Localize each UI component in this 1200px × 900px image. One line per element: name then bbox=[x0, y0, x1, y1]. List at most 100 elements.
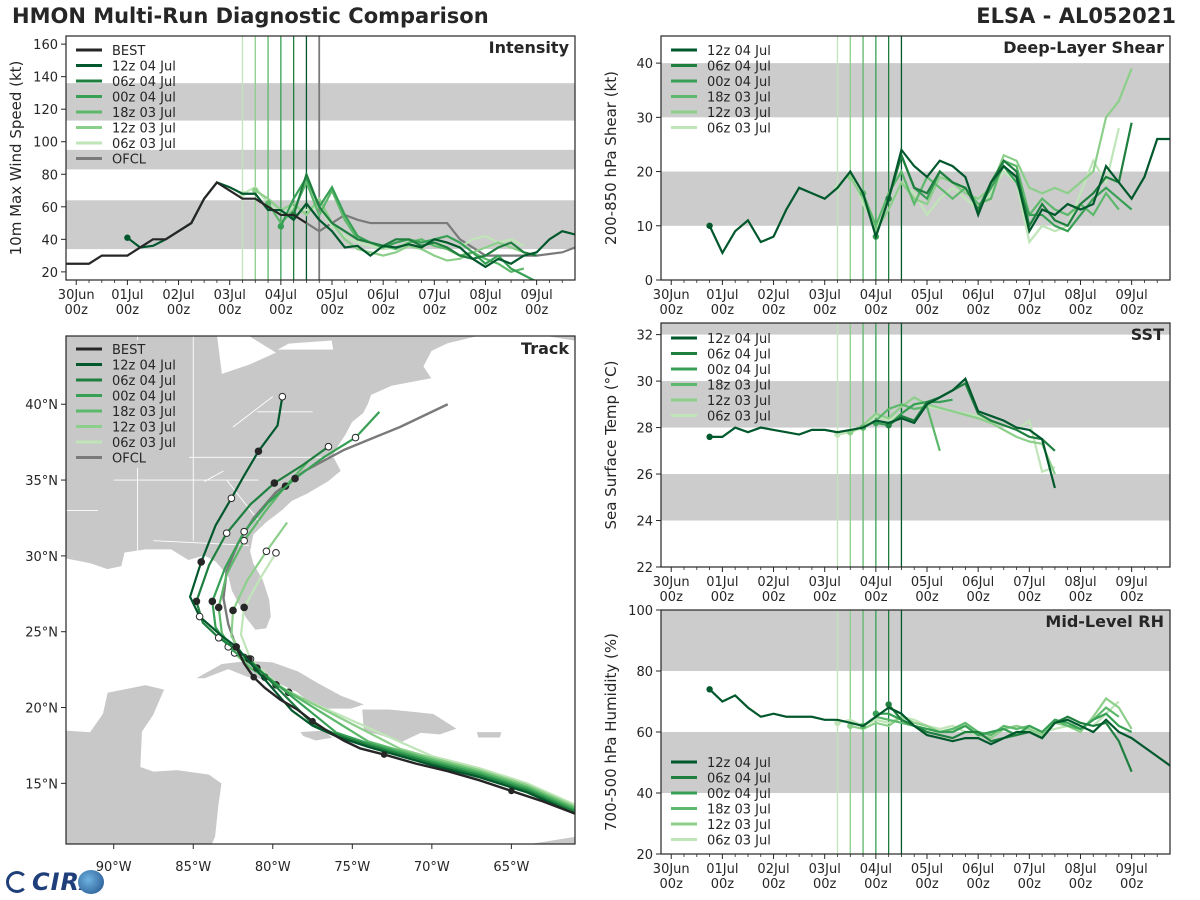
track-series-3-fix-6 bbox=[240, 536, 248, 545]
sst-band-2 bbox=[661, 323, 1170, 335]
track-legend-label-3: 00z 04 Jul bbox=[112, 390, 176, 405]
shear-xtick-date-5: 05Jul bbox=[911, 288, 943, 303]
rh-xtick-date-3: 03Jul bbox=[809, 862, 841, 877]
sst-ytick-label-1: 24 bbox=[636, 515, 653, 530]
rh-xtick-date-0: 30Jun bbox=[653, 862, 690, 877]
great-lake-1 bbox=[277, 340, 334, 350]
sst-xtick-date-1: 01Jul bbox=[706, 575, 738, 590]
sst-legend-label-2: 00z 04 Jul bbox=[707, 363, 771, 378]
sst-xtick-date-2: 02Jul bbox=[757, 575, 789, 590]
sst-legend-label-4: 12z 03 Jul bbox=[707, 394, 771, 409]
shear-legend-label-0: 12z 04 Jul bbox=[707, 44, 771, 59]
sst-xtick-hour-4: 00z bbox=[864, 590, 888, 605]
intensity-xtick-hour-4: 00z bbox=[269, 303, 293, 318]
sst-xtick-date-4: 04Jul bbox=[860, 575, 892, 590]
track-best-fix-10 bbox=[309, 717, 316, 725]
rh-xtick-hour-8: 00z bbox=[1069, 877, 1093, 892]
track-ytick-label-2: 25°N bbox=[25, 626, 58, 641]
rh-series-1-line bbox=[887, 703, 1133, 773]
intensity-xtick-hour-9: 00z bbox=[525, 303, 549, 318]
intensity-legend-label-5: 12z 03 Jul bbox=[112, 122, 176, 137]
rh-ytick-label-4: 100 bbox=[628, 604, 653, 619]
sst-series-4-line bbox=[849, 396, 1056, 475]
track-series-1-fix-6 bbox=[222, 529, 231, 537]
shear-ytick-label-3: 30 bbox=[636, 111, 653, 126]
track-xtick-label-0: 90°W bbox=[96, 860, 132, 875]
rh-legend-label-2: 00z 04 Jul bbox=[707, 787, 771, 802]
track-series-0-fix-4 bbox=[197, 558, 206, 566]
shear-legend-label-3: 18z 03 Jul bbox=[707, 91, 771, 106]
rh-xtick-hour-5: 00z bbox=[915, 877, 939, 892]
track-best-fix-2 bbox=[508, 787, 515, 795]
shear-xtick-hour-5: 00z bbox=[915, 303, 939, 318]
intensity-ytick-label-5: 120 bbox=[33, 103, 58, 118]
sst-xtick-hour-5: 00z bbox=[915, 590, 939, 605]
globe-icon bbox=[78, 870, 104, 894]
shear-xtick-hour-7: 00z bbox=[1018, 303, 1042, 318]
track-series-4-fix-4 bbox=[229, 606, 237, 615]
intensity-xtick-date-9: 09Jul bbox=[521, 288, 553, 303]
sst-plot-area bbox=[661, 323, 1170, 567]
intensity-xtick-hour-7: 00z bbox=[423, 303, 447, 318]
rh-legend-label-4: 12z 03 Jul bbox=[707, 818, 771, 833]
shear-xtick-date-8: 08Jul bbox=[1064, 288, 1096, 303]
sst-xtick-date-9: 09Jul bbox=[1116, 575, 1148, 590]
intensity-xtick-hour-1: 00z bbox=[116, 303, 140, 318]
intensity-legend-label-7: OFCL bbox=[112, 153, 147, 168]
page-title: HMON Multi-Run Diagnostic Comparison bbox=[12, 4, 489, 28]
intensity-xtick-hour-3: 00z bbox=[218, 303, 242, 318]
rh-band-1 bbox=[661, 610, 1170, 671]
rh-legend-label-0: 12z 04 Jul bbox=[707, 756, 771, 771]
shear-xtick-date-0: 30Jun bbox=[653, 288, 690, 303]
track-series-0-fix-2 bbox=[195, 612, 204, 621]
intensity-panel-title: Intensity bbox=[489, 38, 570, 57]
intensity-legend-label-6: 06z 03 Jul bbox=[112, 137, 176, 152]
intensity-series-4-line bbox=[254, 189, 525, 262]
shear-xtick-hour-3: 00z bbox=[813, 303, 837, 318]
shear-xtick-hour-9: 00z bbox=[1120, 303, 1144, 318]
cira-logo: CIRA bbox=[6, 868, 106, 896]
track-series-0-fix-8 bbox=[254, 447, 263, 456]
rh-ytick-label-0: 20 bbox=[636, 848, 653, 863]
shear-plot-area bbox=[661, 36, 1170, 280]
state-border-4 bbox=[153, 540, 249, 546]
track-legend-label-1: 12z 04 Jul bbox=[112, 359, 176, 374]
rh-xtick-hour-9: 00z bbox=[1120, 877, 1144, 892]
intensity-xtick-date-3: 03Jul bbox=[214, 288, 246, 303]
intensity-xtick-date-1: 01Jul bbox=[111, 288, 143, 303]
track-series-5-fix-4 bbox=[240, 603, 248, 612]
track-legend-label-5: 12z 03 Jul bbox=[112, 421, 176, 436]
track-series-1-fix-10 bbox=[324, 442, 333, 451]
track-xtick-label-4: 70°W bbox=[414, 860, 450, 875]
rh-legend-label-1: 06z 04 Jul bbox=[707, 772, 771, 787]
sst-ytick-label-3: 28 bbox=[636, 422, 653, 437]
track-ytick-label-1: 20°N bbox=[25, 702, 58, 717]
sst-legend-label-3: 18z 03 Jul bbox=[707, 379, 771, 394]
intensity-xtick-date-0: 30Jun bbox=[58, 288, 95, 303]
rh-ytick-label-1: 40 bbox=[636, 787, 653, 802]
shear-series-0-start-point bbox=[706, 222, 713, 229]
shear-xtick-hour-2: 00z bbox=[762, 303, 786, 318]
rh-panel-title: Mid-Level RH bbox=[1045, 612, 1164, 631]
rh-ytick-label-3: 80 bbox=[636, 665, 653, 680]
rh-series-0-line bbox=[708, 688, 1170, 767]
intensity-ytick-label-2: 60 bbox=[41, 201, 58, 216]
shear-xtick-date-7: 07Jul bbox=[1013, 288, 1045, 303]
rh-xtick-date-2: 02Jul bbox=[757, 862, 789, 877]
rh-xtick-hour-7: 00z bbox=[1018, 877, 1042, 892]
sst-xtick-date-8: 08Jul bbox=[1064, 575, 1096, 590]
rh-plot-area bbox=[661, 610, 1170, 854]
rh-xtick-hour-3: 00z bbox=[813, 877, 837, 892]
intensity-xtick-hour-0: 00z bbox=[65, 303, 89, 318]
sst-series-0-start-point bbox=[706, 433, 713, 441]
sst-series-0-line bbox=[709, 376, 1056, 489]
sst-xtick-hour-9: 00z bbox=[1120, 590, 1144, 605]
sst-ytick-label-0: 22 bbox=[636, 561, 653, 576]
shear-frame bbox=[660, 35, 1171, 281]
sst-band-0 bbox=[661, 474, 1170, 521]
rh-xtick-date-6: 06Jul bbox=[962, 862, 994, 877]
logo-mark-icon bbox=[6, 871, 28, 893]
track-best-fix-14 bbox=[250, 673, 257, 681]
track-legend-bg bbox=[71, 340, 189, 468]
track-series-2-fix-6 bbox=[240, 527, 248, 536]
